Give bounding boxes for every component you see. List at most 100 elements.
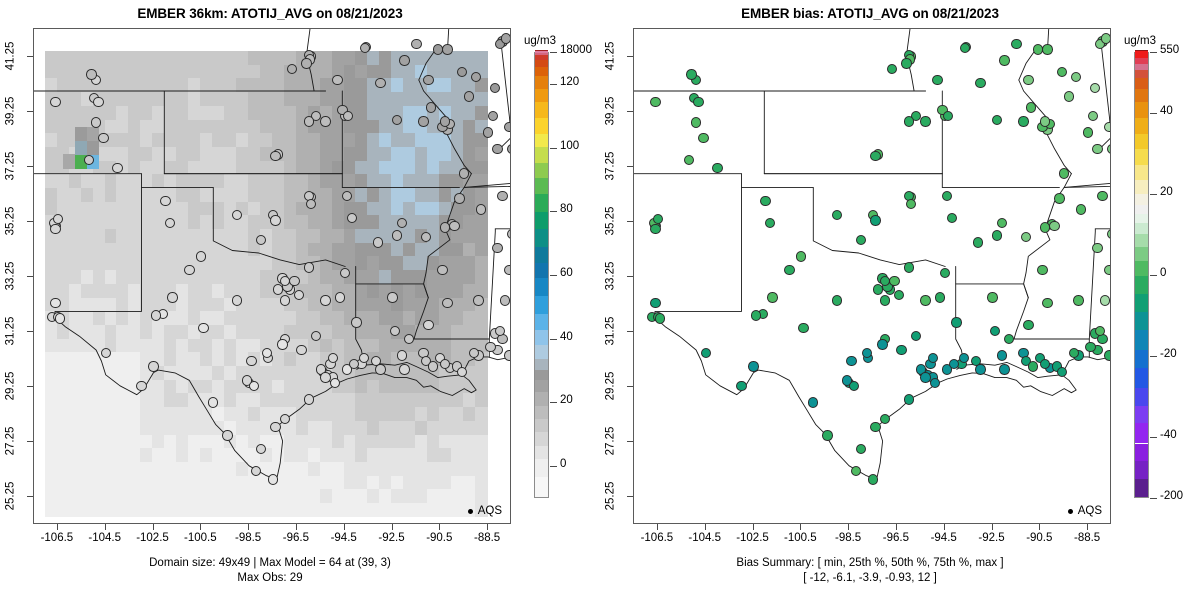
grid-cell xyxy=(355,78,368,93)
grid-cell xyxy=(474,434,488,449)
grid-cell xyxy=(80,352,94,367)
grid-cell xyxy=(152,64,165,80)
grid-cell xyxy=(80,489,94,504)
grid-cell xyxy=(68,420,82,436)
aqs-station-marker xyxy=(504,350,510,361)
grid-cell xyxy=(235,229,249,244)
grid-cell xyxy=(283,160,297,175)
grid-cell xyxy=(188,283,201,299)
grid-cell xyxy=(92,256,106,271)
grid-cell xyxy=(176,448,189,463)
grid-cell xyxy=(188,434,201,449)
grid-cell xyxy=(128,489,141,504)
grid-cell xyxy=(403,146,416,162)
grid-cell xyxy=(140,283,153,299)
grid-cell xyxy=(427,256,440,271)
grid-cell xyxy=(319,461,333,477)
grid-cell xyxy=(415,174,428,189)
grid-cell xyxy=(152,420,165,436)
grid-cell xyxy=(164,242,177,258)
aqs-bias-marker xyxy=(1027,361,1039,372)
grid-cell xyxy=(247,64,261,80)
grid-cell xyxy=(463,434,476,449)
grid-cell xyxy=(474,407,488,422)
grid-cell xyxy=(343,119,357,134)
grid-cell xyxy=(367,160,380,175)
aqs-bias-marker xyxy=(932,74,943,86)
colorbar-segment xyxy=(1135,329,1148,350)
grid-cell xyxy=(247,270,261,285)
grid-cell xyxy=(295,133,309,148)
grid-cell xyxy=(355,188,368,203)
grid-cell xyxy=(224,407,237,422)
grid-cell xyxy=(152,256,165,271)
grid-cell xyxy=(259,119,273,134)
grid-cell xyxy=(367,92,380,107)
colorbar-unit-bias: ug/m3 xyxy=(1124,35,1156,47)
grid-cell xyxy=(188,475,201,490)
colorbar-tick-mark xyxy=(1150,193,1157,195)
aqs-station-marker xyxy=(320,295,331,306)
grid-cell xyxy=(379,92,392,107)
grid-cell xyxy=(80,174,94,189)
grid-cell xyxy=(92,434,106,449)
grid-cell xyxy=(128,311,141,326)
grid-cell xyxy=(80,215,94,230)
grid-cell xyxy=(128,242,141,258)
x-tick-label: -88.5 xyxy=(473,532,501,544)
grid-cell xyxy=(104,297,118,312)
grid-cell xyxy=(355,420,368,436)
grid-cell xyxy=(307,160,321,175)
grid-cell xyxy=(200,420,213,436)
aqs-bias-marker xyxy=(1082,127,1094,138)
grid-cell xyxy=(391,338,404,353)
grid-cell xyxy=(403,215,416,230)
grid-cell xyxy=(200,201,213,216)
grid-cell xyxy=(391,420,404,436)
grid-cell xyxy=(140,201,153,216)
grid-cell xyxy=(271,105,285,121)
aqs-bias-marker xyxy=(1092,242,1103,254)
grid-cell xyxy=(463,256,476,271)
grid-cell xyxy=(391,92,404,107)
grid-cell xyxy=(188,188,201,203)
grid-cell xyxy=(259,188,273,203)
aqs-station-marker xyxy=(296,344,307,356)
aqs-bias-marker xyxy=(796,251,807,262)
grid-cell xyxy=(367,133,380,148)
grid-cell xyxy=(104,270,118,285)
grid-cell xyxy=(80,475,94,490)
grid-cell xyxy=(164,270,177,285)
aqs-bias-marker xyxy=(1039,116,1051,127)
grid-cell xyxy=(212,146,225,162)
aqs-bias-marker xyxy=(951,317,962,328)
grid-cell xyxy=(331,133,345,148)
grid-cell xyxy=(92,229,106,244)
grid-cell xyxy=(212,489,225,504)
colorbar-tick-mark xyxy=(550,402,557,404)
grid-cell xyxy=(295,174,309,189)
colorbar-segment xyxy=(535,459,548,477)
grid-cell xyxy=(200,119,213,134)
grid-cell xyxy=(355,201,368,216)
grid-cell xyxy=(474,229,488,244)
grid-cell xyxy=(235,64,249,80)
grid-cell xyxy=(415,407,428,422)
grid-cell xyxy=(188,201,201,216)
grid-cell xyxy=(200,297,213,312)
grid-cell xyxy=(307,352,321,367)
grid-cell xyxy=(247,146,261,162)
colorbar-segment xyxy=(535,296,548,315)
panel-bias: EMBER bias: ATOTIJ_AVG on 08/21/2023 AQS… xyxy=(600,0,1200,600)
grid-cell xyxy=(140,256,153,271)
grid-cell xyxy=(116,297,129,312)
grid-cell xyxy=(415,379,428,395)
grid-cell xyxy=(295,229,309,244)
grid-cell xyxy=(367,215,380,230)
aqs-station-marker xyxy=(425,102,436,113)
grid-cell xyxy=(176,393,189,408)
colorbar-segment xyxy=(535,88,548,103)
grid-cell xyxy=(403,434,416,449)
grid-cell xyxy=(319,379,333,395)
grid-cell xyxy=(224,51,237,66)
